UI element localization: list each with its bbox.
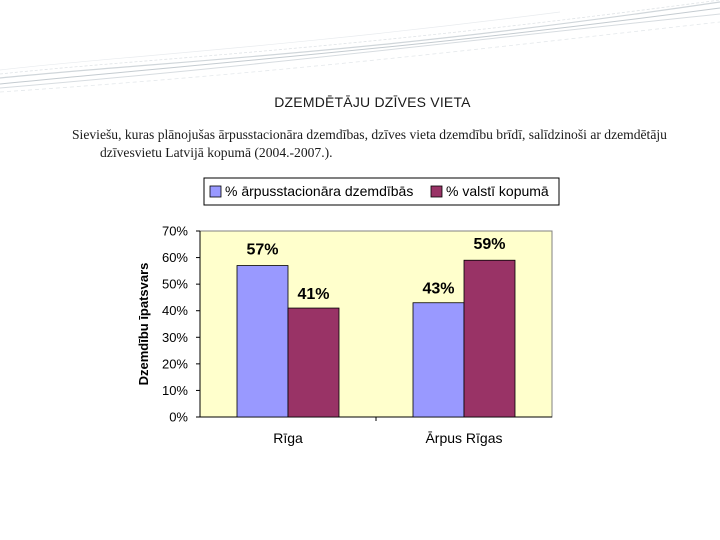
y-tick-label: 70% <box>162 224 188 239</box>
bar <box>463 259 516 418</box>
bar <box>236 265 289 418</box>
x-category-label: Rīga <box>273 430 303 446</box>
y-tick-label: 30% <box>162 330 188 345</box>
y-tick-label: 20% <box>162 356 188 371</box>
chart-subtitle: Sieviešu, kuras plānojušas ārpusstacionā… <box>72 127 667 160</box>
y-tick-label: 40% <box>162 303 188 318</box>
y-tick-label: 10% <box>162 383 188 398</box>
chart-legend: % ārpusstacionāra dzemdībās % valstī kopu… <box>203 177 560 206</box>
data-label: 43% <box>422 281 454 298</box>
slide-title: DZEMDĒTĀJU DZĪVES VIETA <box>274 94 471 110</box>
y-tick-label: 60% <box>162 250 188 265</box>
y-tick-label: 50% <box>162 277 188 292</box>
y-tick-label: 0% <box>169 410 188 425</box>
data-label: 59% <box>473 236 505 253</box>
legend-swatch <box>209 185 222 198</box>
legend-box <box>203 177 560 206</box>
data-label: 41% <box>297 286 329 303</box>
y-axis-label: Dzemdību īpatsvars <box>136 263 151 386</box>
legend-swatch <box>430 185 443 198</box>
chart-frame: % ārpusstacionāra dzemdībās % valstī kopu… <box>120 172 564 462</box>
bar <box>412 302 465 418</box>
legend-label: % valstī kopumā <box>446 183 549 199</box>
legend-label: % ārpusstacionāra dzemdībās <box>225 183 413 199</box>
x-category-label: Ārpus Rīgas <box>425 430 502 446</box>
data-label: 57% <box>246 242 278 259</box>
decorative-swoosh <box>0 0 720 93</box>
bar <box>287 307 340 418</box>
bar-chart: % ārpusstacionāra dzemdībās % valstī kopu… <box>136 177 560 446</box>
